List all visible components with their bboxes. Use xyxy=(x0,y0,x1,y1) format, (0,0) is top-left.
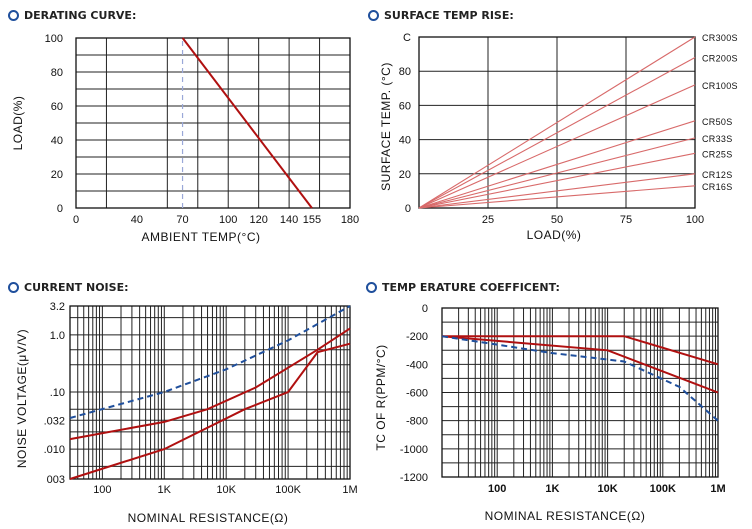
x-tick-label: 75 xyxy=(620,214,632,226)
circle-bullet-icon xyxy=(366,282,377,293)
y-tick-label: -600 xyxy=(406,388,428,400)
temp-coefficient-chart: 100 1K 10K 100K 1M 0 -200 -400 -600 -800 -1000 -120… xyxy=(374,303,726,523)
x-tick-label: 1M xyxy=(342,484,357,496)
circle-bullet-icon xyxy=(8,10,19,21)
x-tick-label: 100 xyxy=(93,484,111,496)
series-label: CR16S xyxy=(702,182,733,192)
tc-title-text: TEMP ERATURE COEFFICENT: xyxy=(382,281,560,294)
y-tick-label: -400 xyxy=(406,359,428,371)
noise-title: CURRENT NOISE: xyxy=(8,281,128,294)
series-line-7 xyxy=(418,185,696,209)
x-tick-label: 1K xyxy=(545,483,559,495)
y-tick-label: 40 xyxy=(399,135,411,147)
x-axis-label: NOMINAL RESISTANCE(Ω) xyxy=(485,509,646,523)
series-label: CR200S xyxy=(702,54,738,64)
series-line-5 xyxy=(418,152,696,209)
series-label: CR300S xyxy=(702,33,738,43)
series-label: CR33S xyxy=(702,134,733,144)
plot-frame xyxy=(75,37,351,209)
circle-bullet-icon xyxy=(8,282,19,293)
y-tick-label: 80 xyxy=(399,66,411,78)
x-tick-label: 100 xyxy=(219,214,237,226)
circle-bullet-icon xyxy=(368,10,379,21)
y-tick-label: 1.0 xyxy=(50,330,65,342)
x-tick-label: 1M xyxy=(710,483,725,495)
x-tick-label: 70 xyxy=(176,214,188,226)
x-axis-label: NOMINAL RESISTANCE(Ω) xyxy=(128,511,289,525)
derating-chart: 0 40 70 100 120 140 155 180 0 20 40 60 80 100 AMBIENT … xyxy=(11,33,359,244)
x-tick-label: 140 xyxy=(280,214,298,226)
series-label: CR100S xyxy=(702,81,738,91)
series-label: CR50S xyxy=(702,117,733,127)
x-axis-label: LOAD(%) xyxy=(527,228,582,242)
noise-title-text: CURRENT NOISE: xyxy=(24,281,129,294)
series-line-4 xyxy=(418,137,696,209)
series-line-0 xyxy=(69,327,351,441)
x-tick-label: 100K xyxy=(650,483,676,495)
series-line-2 xyxy=(69,305,351,419)
y-axis-label: NOISE VOLTAGE(μV/V) xyxy=(15,329,29,468)
y-tick-label: 0 xyxy=(405,203,411,215)
surface-temp-chart: CR300S CR200S CR100S CR50S CR33S CR25S CR12S CR… xyxy=(379,32,738,242)
y-tick-label: 80 xyxy=(51,67,63,79)
series-line-1 xyxy=(69,342,351,480)
x-axis-label: AMBIENT TEMP(°C) xyxy=(141,230,260,244)
x-tick-label: 180 xyxy=(341,214,359,226)
y-tick-label: 003 xyxy=(47,474,65,486)
derating-title-text: DERATING CURVE: xyxy=(24,9,137,22)
current-noise-chart: 100 1K 10K 100K 1M 003 .010 .032 .10 1.0 3.2 NOMINA… xyxy=(15,301,358,525)
surface-title-text: SURFACE TEMP RISE: xyxy=(384,9,514,22)
y-tick-label: -200 xyxy=(406,331,428,343)
y-tick-label: 20 xyxy=(399,169,411,181)
y-tick-label: 3.2 xyxy=(50,301,65,313)
derating-title: DERATING CURVE: xyxy=(8,9,136,22)
series-line-2 xyxy=(418,84,696,209)
y-tick-label: -1000 xyxy=(400,444,428,456)
x-tick-label: 50 xyxy=(551,214,563,226)
x-tick-label: 155 xyxy=(303,214,321,226)
y-tick-label: 40 xyxy=(51,135,63,147)
x-tick-label: 100 xyxy=(488,483,506,495)
y-axis-label: LOAD(%) xyxy=(11,96,25,151)
x-tick-label: 10K xyxy=(216,484,236,496)
y-tick-label: -800 xyxy=(406,416,428,428)
y-tick-label: 0 xyxy=(422,303,428,315)
series-line-0 xyxy=(418,36,696,209)
x-tick-label: 0 xyxy=(73,214,79,226)
series-line-0 xyxy=(181,37,313,209)
y-tick-label: .10 xyxy=(50,387,65,399)
series-line-2 xyxy=(441,335,719,422)
y-tick-label: .032 xyxy=(44,415,65,427)
x-tick-label: 25 xyxy=(482,214,494,226)
x-tick-label: 120 xyxy=(249,214,267,226)
y-tick-label: -1200 xyxy=(400,472,428,484)
series-line-3 xyxy=(418,120,696,209)
series-label: CR12S xyxy=(702,170,733,180)
y-tick-label: 100 xyxy=(45,33,63,45)
y-axis-label: TC OF R(PPM/°C) xyxy=(374,344,388,450)
series-line-6 xyxy=(418,173,696,209)
surface-title: SURFACE TEMP RISE: xyxy=(368,9,514,22)
x-tick-label: 1K xyxy=(158,484,172,496)
series-label: CR25S xyxy=(702,149,733,159)
series-line-1 xyxy=(418,57,696,209)
plot-frame xyxy=(69,305,351,480)
y-tick-label: 60 xyxy=(399,100,411,112)
series-line-0 xyxy=(442,335,719,366)
y-tick-label: .010 xyxy=(44,444,65,456)
y-tick-label: C xyxy=(403,32,411,44)
y-tick-label: 0 xyxy=(57,203,63,215)
x-tick-label: 40 xyxy=(131,214,143,226)
tc-title: TEMP ERATURE COEFFICENT: xyxy=(366,281,560,294)
x-tick-label: 10K xyxy=(598,483,618,495)
y-tick-label: 20 xyxy=(51,169,63,181)
y-tick-label: 60 xyxy=(51,101,63,113)
x-tick-label: 100K xyxy=(275,484,301,496)
series-line-1 xyxy=(441,335,719,394)
plot-frame xyxy=(418,36,696,209)
y-axis-label: SURFACE TEMP. (°C) xyxy=(379,62,393,191)
x-tick-label: 100 xyxy=(686,214,704,226)
